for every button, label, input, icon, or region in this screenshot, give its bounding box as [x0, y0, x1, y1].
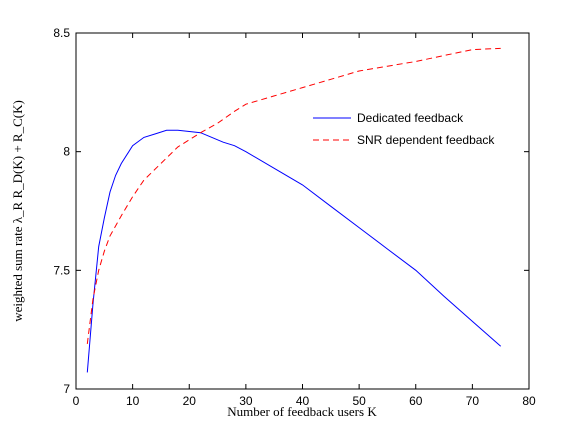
- legend-label-snr-dependent-feedback: SNR dependent feedback: [357, 133, 495, 147]
- x-tick-label: 40: [296, 394, 310, 408]
- y-tick-label: 8: [63, 145, 70, 159]
- x-axis-label: Number of feedback users K: [227, 404, 377, 419]
- series-line-snr-dependent-feedback: [86, 47, 501, 344]
- y-tick-label: 7: [63, 382, 70, 396]
- x-tick-label: 70: [466, 394, 480, 408]
- y-axis-label: weighted sum rate λ_R R_D(K) + R_C(K): [10, 100, 25, 322]
- series-layer: [86, 47, 502, 373]
- x-tick-label: 30: [239, 394, 253, 408]
- axis-ticks: 0 10 20 30 40 50 60 70 80 7 7.5 8 8.5: [53, 26, 536, 408]
- plot-area: [75, 32, 530, 390]
- x-tick-label: 10: [126, 394, 140, 408]
- x-tick-label: 20: [183, 394, 197, 408]
- legend: Dedicated feedback SNR dependent feedbac…: [305, 108, 515, 152]
- y-tick-label: 7.5: [53, 263, 70, 277]
- x-tick-label: 80: [522, 394, 536, 408]
- y-tick-label: 8.5: [53, 26, 70, 40]
- x-tick-label: 60: [409, 394, 423, 408]
- legend-box: [305, 108, 515, 152]
- legend-label-dedicated-feedback: Dedicated feedback: [357, 111, 464, 125]
- x-tick-label: 50: [352, 394, 366, 408]
- x-tick-label: 0: [73, 394, 80, 408]
